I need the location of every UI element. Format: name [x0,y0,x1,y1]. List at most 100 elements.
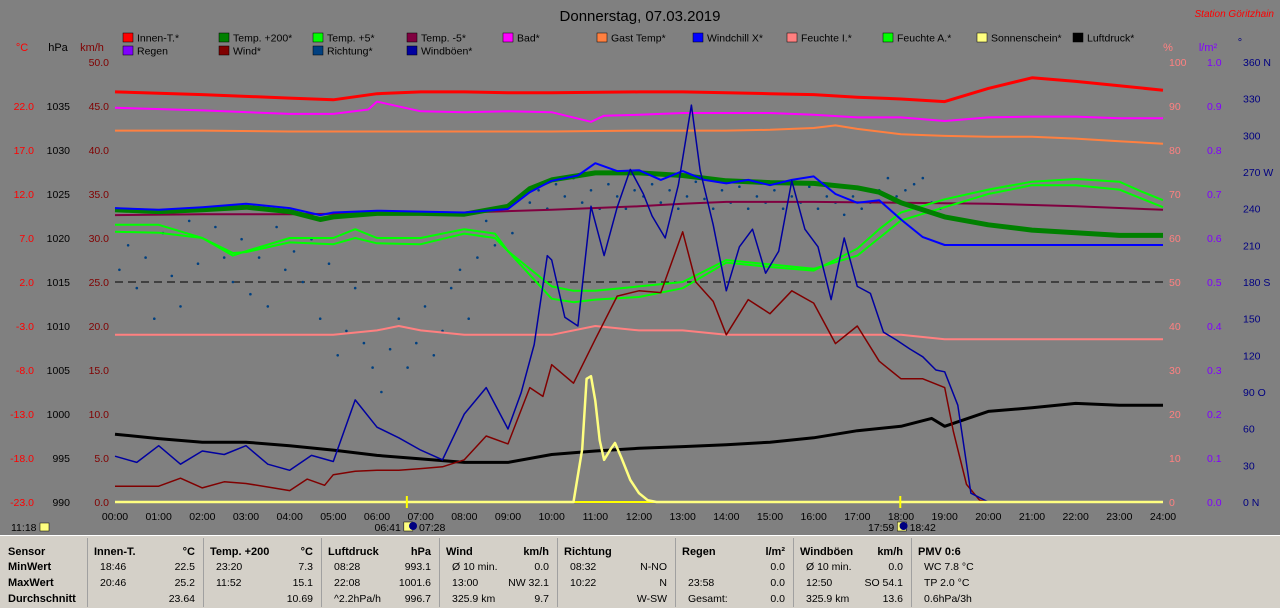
speed-tick-label: 10.0 [89,409,110,421]
direction-point [659,201,663,204]
stat-label: Ø 10 min. [452,561,498,573]
direction-point [449,286,453,290]
x-tick-label: 02:00 [189,511,215,523]
stat-label: WC 7.8 °C [924,561,974,573]
stat-label: 22:08 [334,577,361,589]
direction-point [554,182,558,186]
direction-point [842,213,846,217]
direction-point [432,354,436,357]
legend-swatch [502,32,514,43]
rain-tick-label: 0.3 [1207,365,1222,377]
legend-swatch [692,32,704,43]
direction-tick-label: 0 N [1243,497,1259,509]
column-title: Windböen [800,546,854,558]
direction-tick-label: 120 [1243,350,1261,362]
stat-value: 7.3 [298,561,313,573]
pressure-tick-label: 1015 [47,277,71,289]
rain-tick-label: 0.9 [1207,101,1222,113]
speed-tick-label: 35.0 [89,189,110,201]
stat-value: 15.1 [292,577,313,589]
x-tick-label: 07:00 [408,511,434,523]
chart-title: Donnerstag, 07.03.2019 [560,8,721,25]
legend-label: Windchill X* [707,33,763,45]
sunset-mark-time: 18:42 [910,522,936,534]
x-tick-label: 00:00 [102,511,128,523]
legend-swatch [218,32,230,43]
stat-label: 08:32 [570,561,597,573]
rain-tick-label: 0.2 [1207,409,1222,421]
direction-point [912,182,916,186]
direction-point [685,195,689,198]
direction-point [249,292,252,296]
x-tick-label: 13:00 [670,511,696,523]
direction-point [275,225,278,229]
series-line [114,401,1163,464]
stats-column: Luftdruck hPa 08:28 993.1 22:08 1001.6 ^2.2hPa… [322,538,440,607]
direction-point [633,189,636,192]
stat-label: 10:22 [570,577,597,589]
column-title: PMV 0:6 [918,546,961,558]
pressure-tick-label: 1025 [47,189,71,201]
temp-tick-label: 12.0 [14,189,35,201]
column-unit: km/h [877,546,903,558]
direction-point [773,189,776,192]
direction-tick-label: 270 W [1243,167,1273,179]
statistics-panel: Sensor MinWert MaxWert Durchschnitt Innen-T.… [0,535,1280,608]
temp-tick-label: 7.0 [19,233,34,245]
legend-swatch [976,32,988,43]
direction-point [493,244,497,247]
series-line [114,178,1164,304]
legend-label: Windböen* [421,46,472,58]
direction-point [528,201,532,204]
plot-area [114,76,1164,504]
speed-tick-label: 30.0 [89,233,110,245]
direction-point [458,268,462,272]
x-tick-label: 17:00 [844,511,870,523]
stats-column: Temp. +200 °C 23:20 7.3 11:52 15.1 10.69 [204,538,322,607]
direction-tick-label: 180 S [1243,277,1270,289]
direction-point [904,189,907,192]
stats-column: Regen l/m² 0.0 23:58 0.0 Gesamt: 0.0 [676,538,794,607]
stat-value: 993.1 [404,561,431,573]
direction-point [895,195,898,198]
direction-point [214,225,217,229]
direction-point [476,256,479,259]
series-line [115,184,1164,292]
direction-point [511,231,514,235]
series-line [115,231,1163,503]
x-tick-label: 04:00 [277,511,303,523]
stats-column: PMV 0:6 WC 7.8 °C TP 2.0 °C 0.6hPa/3h [912,538,1032,607]
direction-point [467,317,471,321]
legend-swatch [406,45,418,56]
left-time-label: 11:18 [11,522,37,534]
direction-point [144,256,147,259]
stat-label: 12:50 [806,577,833,589]
stat-label: Ø 10 min. [806,561,852,573]
direction-point [397,317,401,321]
row-label: MaxWert [8,577,54,589]
stat-value: 23.64 [168,593,195,605]
rain-tick-label: 0.1 [1207,453,1222,465]
direction-point [179,305,182,308]
rain-axis-unit: l/m² [1199,42,1218,54]
stat-value: 0.0 [770,577,785,589]
weather-chart: Donnerstag, 07.03.2019 Station Göritzhai… [10,8,1274,534]
column-unit: °C [300,546,313,558]
x-tick-label: 19:00 [932,511,958,523]
direction-tick-label: 60 [1243,424,1255,436]
direction-tick-label: 30 [1243,460,1255,472]
humidity-tick-label: 100 [1169,57,1187,69]
speed-tick-label: 40.0 [89,145,110,157]
stat-value: W-SW [636,593,667,605]
stat-label: 20:46 [100,577,127,589]
direction-point [921,176,925,180]
humidity-tick-label: 10 [1169,453,1181,465]
stat-label: 325.9 km [806,593,850,605]
series-line [114,170,1163,238]
series-line [114,76,1164,104]
column-title: Wind [446,546,473,558]
direction-tick-label: 330 [1243,94,1261,106]
speed-axis-unit: km/h [80,42,104,54]
x-tick-label: 15:00 [757,511,783,523]
stat-value: 996.7 [404,593,431,605]
